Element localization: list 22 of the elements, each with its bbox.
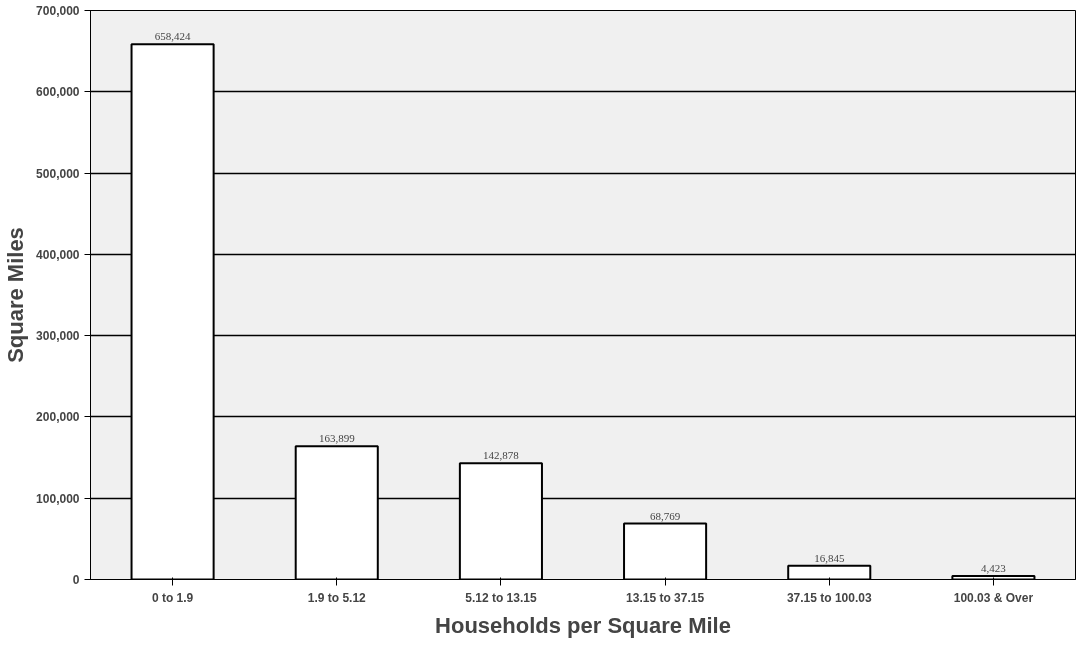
x-tick-label: 37.15 to 100.03 [786, 590, 872, 605]
y-tick-label: 500,000 [36, 166, 80, 181]
y-tick-label: 300,000 [36, 329, 80, 344]
x-tick-label: 5.12 to 13.15 [465, 590, 537, 605]
y-tick-label: 200,000 [36, 410, 80, 425]
y-tick-label: 100,000 [36, 491, 80, 506]
y-tick-label: 600,000 [36, 85, 80, 100]
x-tick-label: 13.15 to 37.15 [626, 590, 705, 605]
data-label: 4,423 [981, 561, 1007, 574]
x-axis-title: Households per Square Mile [435, 612, 731, 638]
x-tick-label: 0 to 1.9 [151, 590, 194, 605]
data-label: 68,769 [649, 509, 681, 522]
data-label: 16,845 [814, 551, 845, 564]
data-label: 142,878 [483, 449, 520, 462]
y-tick-label: 400,000 [36, 247, 80, 262]
y-tick-label: 700,000 [36, 4, 80, 18]
data-label: 163,899 [318, 432, 356, 445]
y-axis-title: Square Miles [3, 227, 29, 363]
data-label: 658,424 [154, 30, 191, 43]
x-tick-label: 1.9 to 5.12 [307, 590, 367, 605]
x-tick-label: 100.03 & Over [953, 590, 1034, 605]
y-tick-label: 0 [72, 573, 80, 587]
